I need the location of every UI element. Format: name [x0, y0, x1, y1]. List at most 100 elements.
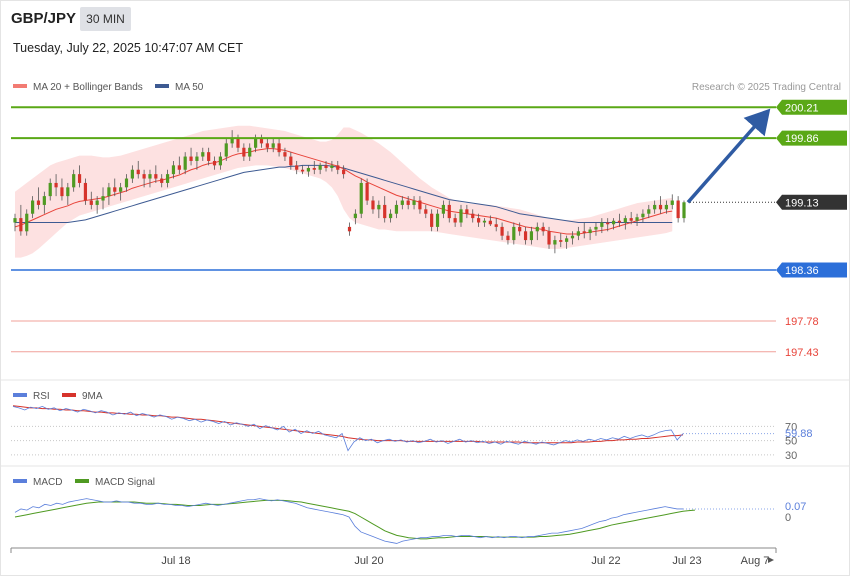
candle-body	[582, 231, 586, 234]
candle-body	[388, 213, 393, 219]
candle	[154, 165, 158, 183]
candle-body	[600, 222, 604, 227]
ma50-legend-swatch	[155, 84, 169, 88]
level-tag	[776, 194, 847, 210]
candle	[653, 200, 657, 214]
candle-body	[312, 167, 316, 170]
candle-body	[353, 213, 357, 219]
candle	[394, 200, 399, 219]
candle-body	[576, 231, 580, 236]
candle	[142, 169, 146, 188]
candle-body	[336, 165, 340, 170]
candle-body	[119, 187, 123, 192]
candle-body	[113, 187, 117, 192]
candle-body	[48, 182, 52, 197]
price-level-support: 198.36	[11, 262, 847, 278]
candle	[124, 174, 129, 192]
candle-body	[623, 218, 627, 223]
candle-body	[547, 231, 551, 245]
candle	[189, 147, 193, 166]
price-level-current: 199.13	[690, 194, 847, 210]
candle	[383, 196, 387, 223]
candle-body	[171, 165, 176, 175]
candle	[89, 191, 93, 210]
candle-body	[183, 156, 187, 170]
rsi-ma-legend-swatch	[62, 393, 76, 397]
candle	[670, 194, 674, 210]
rsi-ma-legend-label: 9MA	[82, 391, 103, 402]
level-tag	[776, 262, 847, 278]
candle-body	[124, 178, 129, 188]
candle	[453, 213, 457, 227]
main-legend: MA 20 + Bollinger Bands MA 50 Research ©…	[13, 82, 841, 93]
candle	[441, 200, 445, 219]
candle	[347, 222, 352, 236]
candle-body	[101, 196, 105, 201]
ma20-legend-swatch	[13, 84, 27, 88]
time-axis: Jul 18 Jul 20 Jul 22 Jul 23 Aug 7	[10, 547, 777, 567]
candle	[54, 174, 58, 197]
level-label: 198.36	[785, 265, 819, 277]
candle-body	[248, 147, 252, 157]
candle	[388, 209, 393, 223]
candle	[19, 204, 23, 236]
candle	[107, 182, 111, 205]
candle	[377, 200, 381, 219]
candle-body	[300, 169, 305, 172]
candle	[570, 231, 575, 245]
candle	[547, 226, 551, 249]
rsi-panel: 70 50 30 59.88	[11, 405, 813, 462]
candle-body	[289, 156, 293, 166]
candle-body	[412, 200, 416, 205]
candle	[224, 138, 228, 161]
candle	[623, 215, 627, 230]
candle-body	[565, 238, 569, 242]
candle-body	[306, 167, 311, 172]
candle-body	[606, 222, 610, 225]
candle-body	[570, 235, 575, 239]
candle-body	[406, 200, 410, 205]
candle-body	[611, 220, 616, 225]
candle-body	[89, 200, 93, 205]
candle-body	[130, 169, 134, 179]
candle	[606, 218, 610, 232]
candle	[471, 209, 475, 223]
rsi-legend-label: RSI	[33, 391, 50, 402]
candle-body	[629, 218, 633, 221]
candle-body	[242, 147, 246, 157]
candle-body	[212, 160, 217, 166]
chart-header: GBP/JPY 30 MIN Tuesday, July 22, 2025 10…	[0, 0, 850, 70]
candle	[113, 178, 117, 197]
candle-body	[189, 156, 193, 161]
candle	[136, 160, 140, 179]
candle	[447, 200, 451, 223]
candle-body	[154, 174, 158, 179]
candle-body	[254, 138, 258, 148]
candle	[482, 218, 487, 227]
candle-body	[635, 217, 639, 221]
candle	[342, 165, 346, 179]
candle-body	[324, 165, 328, 168]
candle	[330, 160, 334, 172]
candle-body	[518, 226, 522, 232]
candle	[271, 138, 275, 153]
candle	[42, 191, 46, 214]
candle	[371, 196, 375, 214]
candle-body	[617, 220, 622, 223]
candle-body	[19, 218, 23, 232]
candle-body	[365, 182, 369, 201]
candle-body	[641, 213, 645, 218]
candle	[400, 196, 404, 210]
candle-body	[477, 218, 481, 223]
candle	[171, 160, 176, 179]
candle-body	[594, 226, 598, 230]
candle	[295, 160, 299, 175]
candle	[265, 138, 269, 153]
candle-body	[330, 165, 334, 168]
candle	[629, 211, 633, 225]
candle-body	[177, 165, 181, 170]
candle-body	[142, 174, 146, 179]
candle	[559, 233, 563, 248]
candle	[430, 209, 434, 232]
timeframe-badge[interactable]: 30 MIN	[80, 7, 131, 31]
